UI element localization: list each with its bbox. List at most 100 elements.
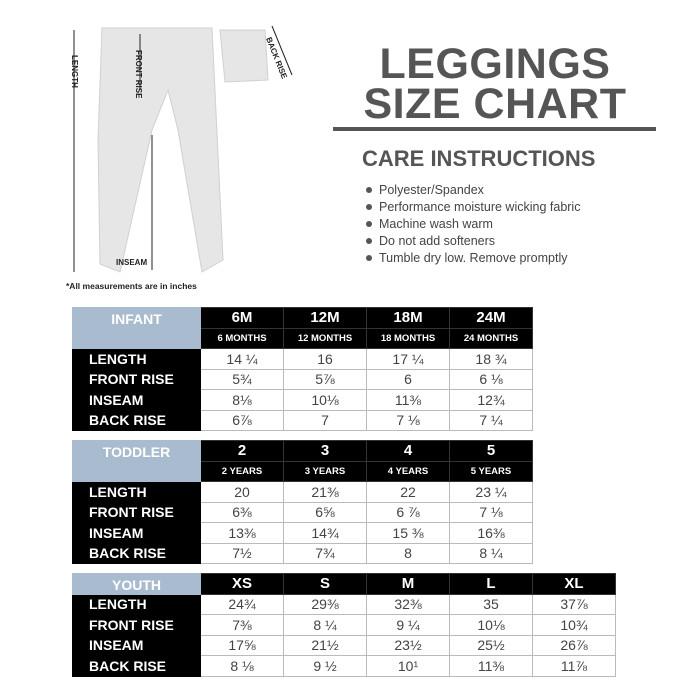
table-row: FRONT RISE 5¾ 5⅞ 6 6 ⅛ [72,368,533,390]
measurement-cell: 8 [366,542,450,564]
care-item: Machine wash warm [366,215,580,232]
size-header: 6M [200,307,284,329]
page-title-line2: SIZE CHART [363,80,627,128]
leggings-front-image [97,27,224,273]
row-label: BACK RISE [72,409,201,431]
bullet-icon [366,203,372,210]
table-row: LENGTH 20 21⅜ 22 23 ¼ [72,481,533,503]
measurement-cell: 22 [366,481,450,503]
size-header: L [449,573,533,595]
measurement-cell: 11⅜ [449,655,533,677]
row-label: INSEAM [72,389,201,411]
size-table-toddler: TODDLER 2 3 4 5 2 YEARS 3 YEARS 4 YEARS 5 YEARS L… [72,440,533,564]
measurement-cell: 12¾ [449,389,533,411]
measurement-cell: 9 ½ [283,655,367,677]
leggings-back-image [219,29,269,83]
front-rise-label: FRONT RISE [134,50,143,99]
measurement-cell: 6⅞ [200,409,284,431]
measurement-cell: 21½ [283,634,367,656]
size-subheader: 18 MONTHS [366,327,450,349]
row-label: FRONT RISE [72,368,201,390]
size-header: 5 [449,440,533,462]
table-row: LENGTH 24¾ 29⅜ 32⅜ 35 37⅞ [72,593,616,615]
measurement-cell: 10⅛ [449,614,533,636]
page-title-line1: LEGGINGS [379,40,611,88]
measurement-cell: 11⅞ [532,655,616,677]
size-subheader: 12 MONTHS [283,327,367,349]
measurement-note: *All measurements are in inches [66,281,197,291]
size-subheader: 3 YEARS [283,460,367,482]
measurement-cell: 8⅛ [200,389,284,411]
measurement-cell: 23½ [366,634,450,656]
measurement-cell: 17⅝ [200,634,284,656]
size-header: S [283,573,367,595]
care-list: Polyester/Spandex Performance moisture w… [366,181,580,266]
measurement-cell: 8 ¼ [283,614,367,636]
table-row: LENGTH 14 ¼ 16 17 ¼ 18 ¾ [72,348,533,370]
size-header: XS [200,573,284,595]
measurement-cell: 7 ⅛ [449,501,533,523]
care-item: Performance moisture wicking fabric [366,198,580,215]
measurement-cell: 6 ⅞ [366,501,450,523]
row-label: INSEAM [72,522,201,544]
measurement-cell: 21⅜ [283,481,367,503]
measurement-cell: 37⅞ [532,593,616,615]
care-heading: CARE INSTRUCTIONS [362,146,596,171]
measurement-cell: 29⅜ [283,593,367,615]
measurement-cell: 7 ¼ [449,409,533,431]
measurement-cell: 13⅜ [200,522,284,544]
measurement-cell: 7 ⅛ [366,409,450,431]
measurement-cell: 5¾ [200,368,284,390]
care-item: Tumble dry low. Remove promptly [366,249,580,266]
size-header: 24M [449,307,533,329]
measurement-cell: 20 [200,481,284,503]
row-label: FRONT RISE [72,614,201,636]
care-item: Do not add softeners [366,232,580,249]
measurement-cell: 5⅞ [283,368,367,390]
bullet-icon [366,220,372,227]
care-item: Polyester/Spandex [366,181,580,198]
row-label: LENGTH [72,593,201,615]
measurement-cell: 8 ⅛ [200,655,284,677]
bullet-icon [366,254,372,261]
measurement-cell: 16⅜ [449,522,533,544]
row-label: BACK RISE [72,542,201,564]
measurement-cell: 23 ¼ [449,481,533,503]
inseam-label: INSEAM [116,258,148,267]
row-label: FRONT RISE [72,501,201,523]
measurement-cell: 25½ [449,634,533,656]
measurement-cell: 32⅜ [366,593,450,615]
size-header: M [366,573,450,595]
divider [333,127,656,131]
row-label: LENGTH [72,348,201,370]
row-label: INSEAM [72,634,201,656]
measurement-cell: 10¾ [532,614,616,636]
size-header: 18M [366,307,450,329]
group-header: TODDLER [72,440,201,482]
measurement-cell: 18 ¾ [449,348,533,370]
measurement-cell: 10¹ [366,655,450,677]
size-header: XL [532,573,616,595]
measurement-cell: 7⅜ [200,614,284,636]
size-subheader: 6 MONTHS [200,327,284,349]
size-subheader: 24 MONTHS [449,327,533,349]
measurement-cell: 10⅛ [283,389,367,411]
measurement-cell: 7½ [200,542,284,564]
measurement-cell: 7 [283,409,367,431]
measurement-cell: 15 ⅜ [366,522,450,544]
row-label: LENGTH [72,481,201,503]
measurement-cell: 6 [366,368,450,390]
size-header: 12M [283,307,367,329]
size-table-youth: YOUTH XS S M L XL LENGTH 24¾ 29⅜ 32⅜ 35 37⅞ FRONT RI… [72,573,616,677]
measurement-cell: 6 ⅛ [449,368,533,390]
bullet-icon [366,186,372,193]
group-header: INFANT [72,307,201,349]
measurement-cell: 8 ¼ [449,542,533,564]
length-label: LENGTH [70,55,79,88]
table-row: INSEAM 8⅛ 10⅛ 11⅜ 12¾ [72,389,533,411]
measurement-cell: 11⅜ [366,389,450,411]
bullet-icon [366,237,372,244]
